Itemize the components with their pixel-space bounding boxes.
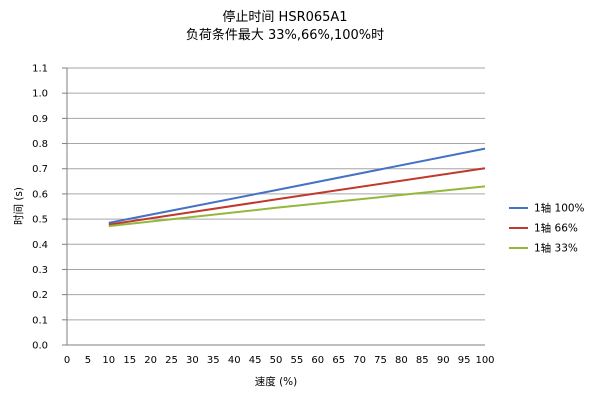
y-tick-labels: 0.0 0.1 0.2 0.3 0.4 0.5 0.6 0.7 0.8 0.9 1.0 1.1 [32, 64, 48, 352]
x-tick-label: 65 [332, 355, 345, 366]
y-axis-label: 时间 (s) [12, 187, 25, 225]
y-tick-label: 0.6 [32, 189, 48, 200]
x-tick-label: 0 [64, 355, 70, 366]
x-tick-label: 15 [123, 355, 136, 366]
y-tick-label: 0.1 [32, 315, 48, 326]
y-tick-label: 0.8 [32, 139, 48, 150]
legend-label: 1轴 66% [534, 222, 578, 235]
x-tick-label: 40 [228, 355, 241, 366]
x-tick-label: 5 [85, 355, 91, 366]
series-line [108, 147, 486, 224]
x-tick-label: 20 [144, 355, 157, 366]
x-tick-label: 55 [291, 355, 304, 366]
y-tick-label: 0.9 [32, 114, 48, 125]
x-tick-label: 85 [416, 355, 429, 366]
x-tick-label: 10 [102, 355, 115, 366]
x-tick-label: 90 [437, 355, 450, 366]
x-tick-label: 30 [186, 355, 199, 366]
chart-title: 停止时间 HSR065A1 [222, 9, 347, 25]
x-tick-label: 60 [311, 355, 324, 366]
series-line [108, 185, 486, 228]
y-tick-label: 0.4 [32, 240, 48, 251]
y-tick-label: 0.0 [32, 341, 48, 352]
x-tick-label: 100 [475, 355, 494, 366]
x-tick-label: 75 [374, 355, 387, 366]
x-tick-label: 45 [249, 355, 262, 366]
x-tick-label: 95 [458, 355, 471, 366]
series-line [108, 167, 486, 226]
y-tick-label: 0.3 [32, 265, 48, 276]
x-tick-label: 80 [395, 355, 408, 366]
axes [62, 67, 485, 346]
legend-label: 1轴 100% [534, 202, 585, 215]
x-tick-label: 50 [270, 355, 283, 366]
x-tick-label: 35 [207, 355, 220, 366]
x-axis-label: 速度 (%) [255, 375, 298, 388]
y-tick-label: 1.0 [32, 89, 48, 100]
x-tick-labels: 0 5 10 15 20 25 30 35 40 45 50 55 60 65 70 75 80 85 90 95 10… [64, 355, 495, 366]
legend: 1轴 100% 1轴 66% 1轴 33% [509, 202, 585, 255]
x-tick-label: 25 [165, 355, 178, 366]
legend-label: 1轴 33% [534, 242, 578, 255]
y-tick-label: 0.2 [32, 290, 48, 301]
y-tick-label: 0.5 [32, 215, 48, 226]
x-tick-label: 70 [353, 355, 366, 366]
y-tick-label: 0.7 [32, 164, 48, 175]
series-lines [108, 147, 486, 228]
chart-subtitle: 负荷条件最大 33%,66%,100%时 [186, 27, 384, 43]
gridlines [67, 67, 485, 321]
y-tick-label: 1.1 [32, 64, 48, 75]
